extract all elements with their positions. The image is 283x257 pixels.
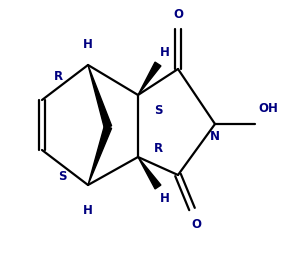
Text: O: O: [191, 218, 201, 232]
Text: H: H: [160, 192, 170, 206]
Text: N: N: [210, 131, 220, 143]
Text: H: H: [160, 45, 170, 59]
Polygon shape: [88, 126, 112, 185]
Polygon shape: [88, 65, 112, 128]
Text: OH: OH: [258, 103, 278, 115]
Text: R: R: [53, 70, 63, 84]
Text: H: H: [83, 38, 93, 50]
Polygon shape: [138, 62, 161, 95]
Text: S: S: [154, 104, 162, 116]
Text: H: H: [83, 205, 93, 217]
Text: O: O: [173, 8, 183, 22]
Polygon shape: [138, 157, 161, 189]
Text: R: R: [153, 142, 162, 155]
Text: S: S: [58, 170, 66, 183]
